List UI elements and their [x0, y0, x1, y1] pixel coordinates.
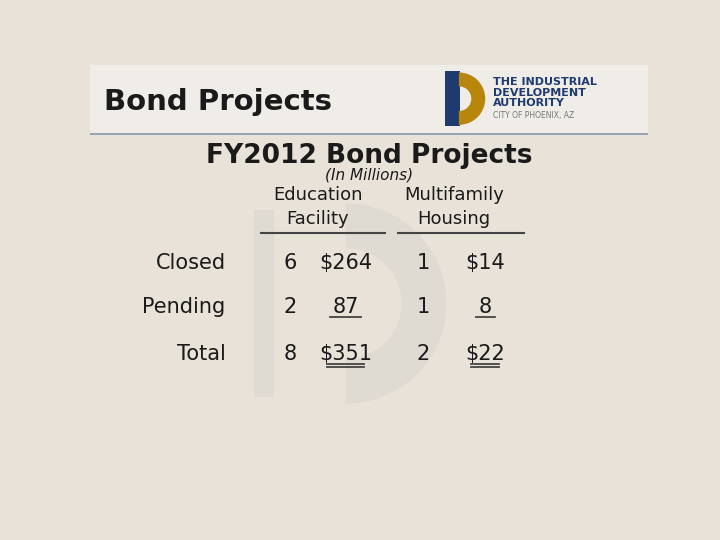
Text: 8: 8 [479, 298, 492, 318]
Text: FY2012 Bond Projects: FY2012 Bond Projects [206, 143, 532, 168]
Text: 6: 6 [283, 253, 297, 273]
Text: Bond Projects: Bond Projects [104, 88, 332, 116]
Text: THE INDUSTRIAL: THE INDUSTRIAL [493, 77, 597, 87]
Bar [254, 210, 274, 397]
Text: $14: $14 [465, 253, 505, 273]
Text: 2: 2 [417, 343, 430, 363]
Text: 2: 2 [284, 298, 297, 318]
Wedge shape [459, 72, 485, 125]
Text: 1: 1 [417, 253, 430, 273]
Text: 1: 1 [417, 298, 430, 318]
Bar [90, 65, 648, 134]
Text: Pending: Pending [143, 298, 225, 318]
Bar [445, 71, 461, 126]
Text: Closed: Closed [156, 253, 225, 273]
Text: $22: $22 [465, 343, 505, 363]
Text: AUTHORITY: AUTHORITY [493, 98, 565, 109]
Text: DEVELOPMENT: DEVELOPMENT [493, 87, 586, 98]
Text: $264: $264 [319, 253, 372, 273]
Wedge shape [346, 204, 446, 403]
Text: Multifamily
Housing: Multifamily Housing [405, 186, 504, 228]
Text: $351: $351 [319, 343, 372, 363]
Text: Total: Total [176, 343, 225, 363]
Text: (In Millions): (In Millions) [325, 167, 413, 183]
Text: 8: 8 [284, 343, 297, 363]
Text: Education
Facility: Education Facility [273, 186, 363, 228]
Text: 87: 87 [333, 298, 359, 318]
Text: CITY OF PHOENIX, AZ: CITY OF PHOENIX, AZ [493, 111, 575, 120]
